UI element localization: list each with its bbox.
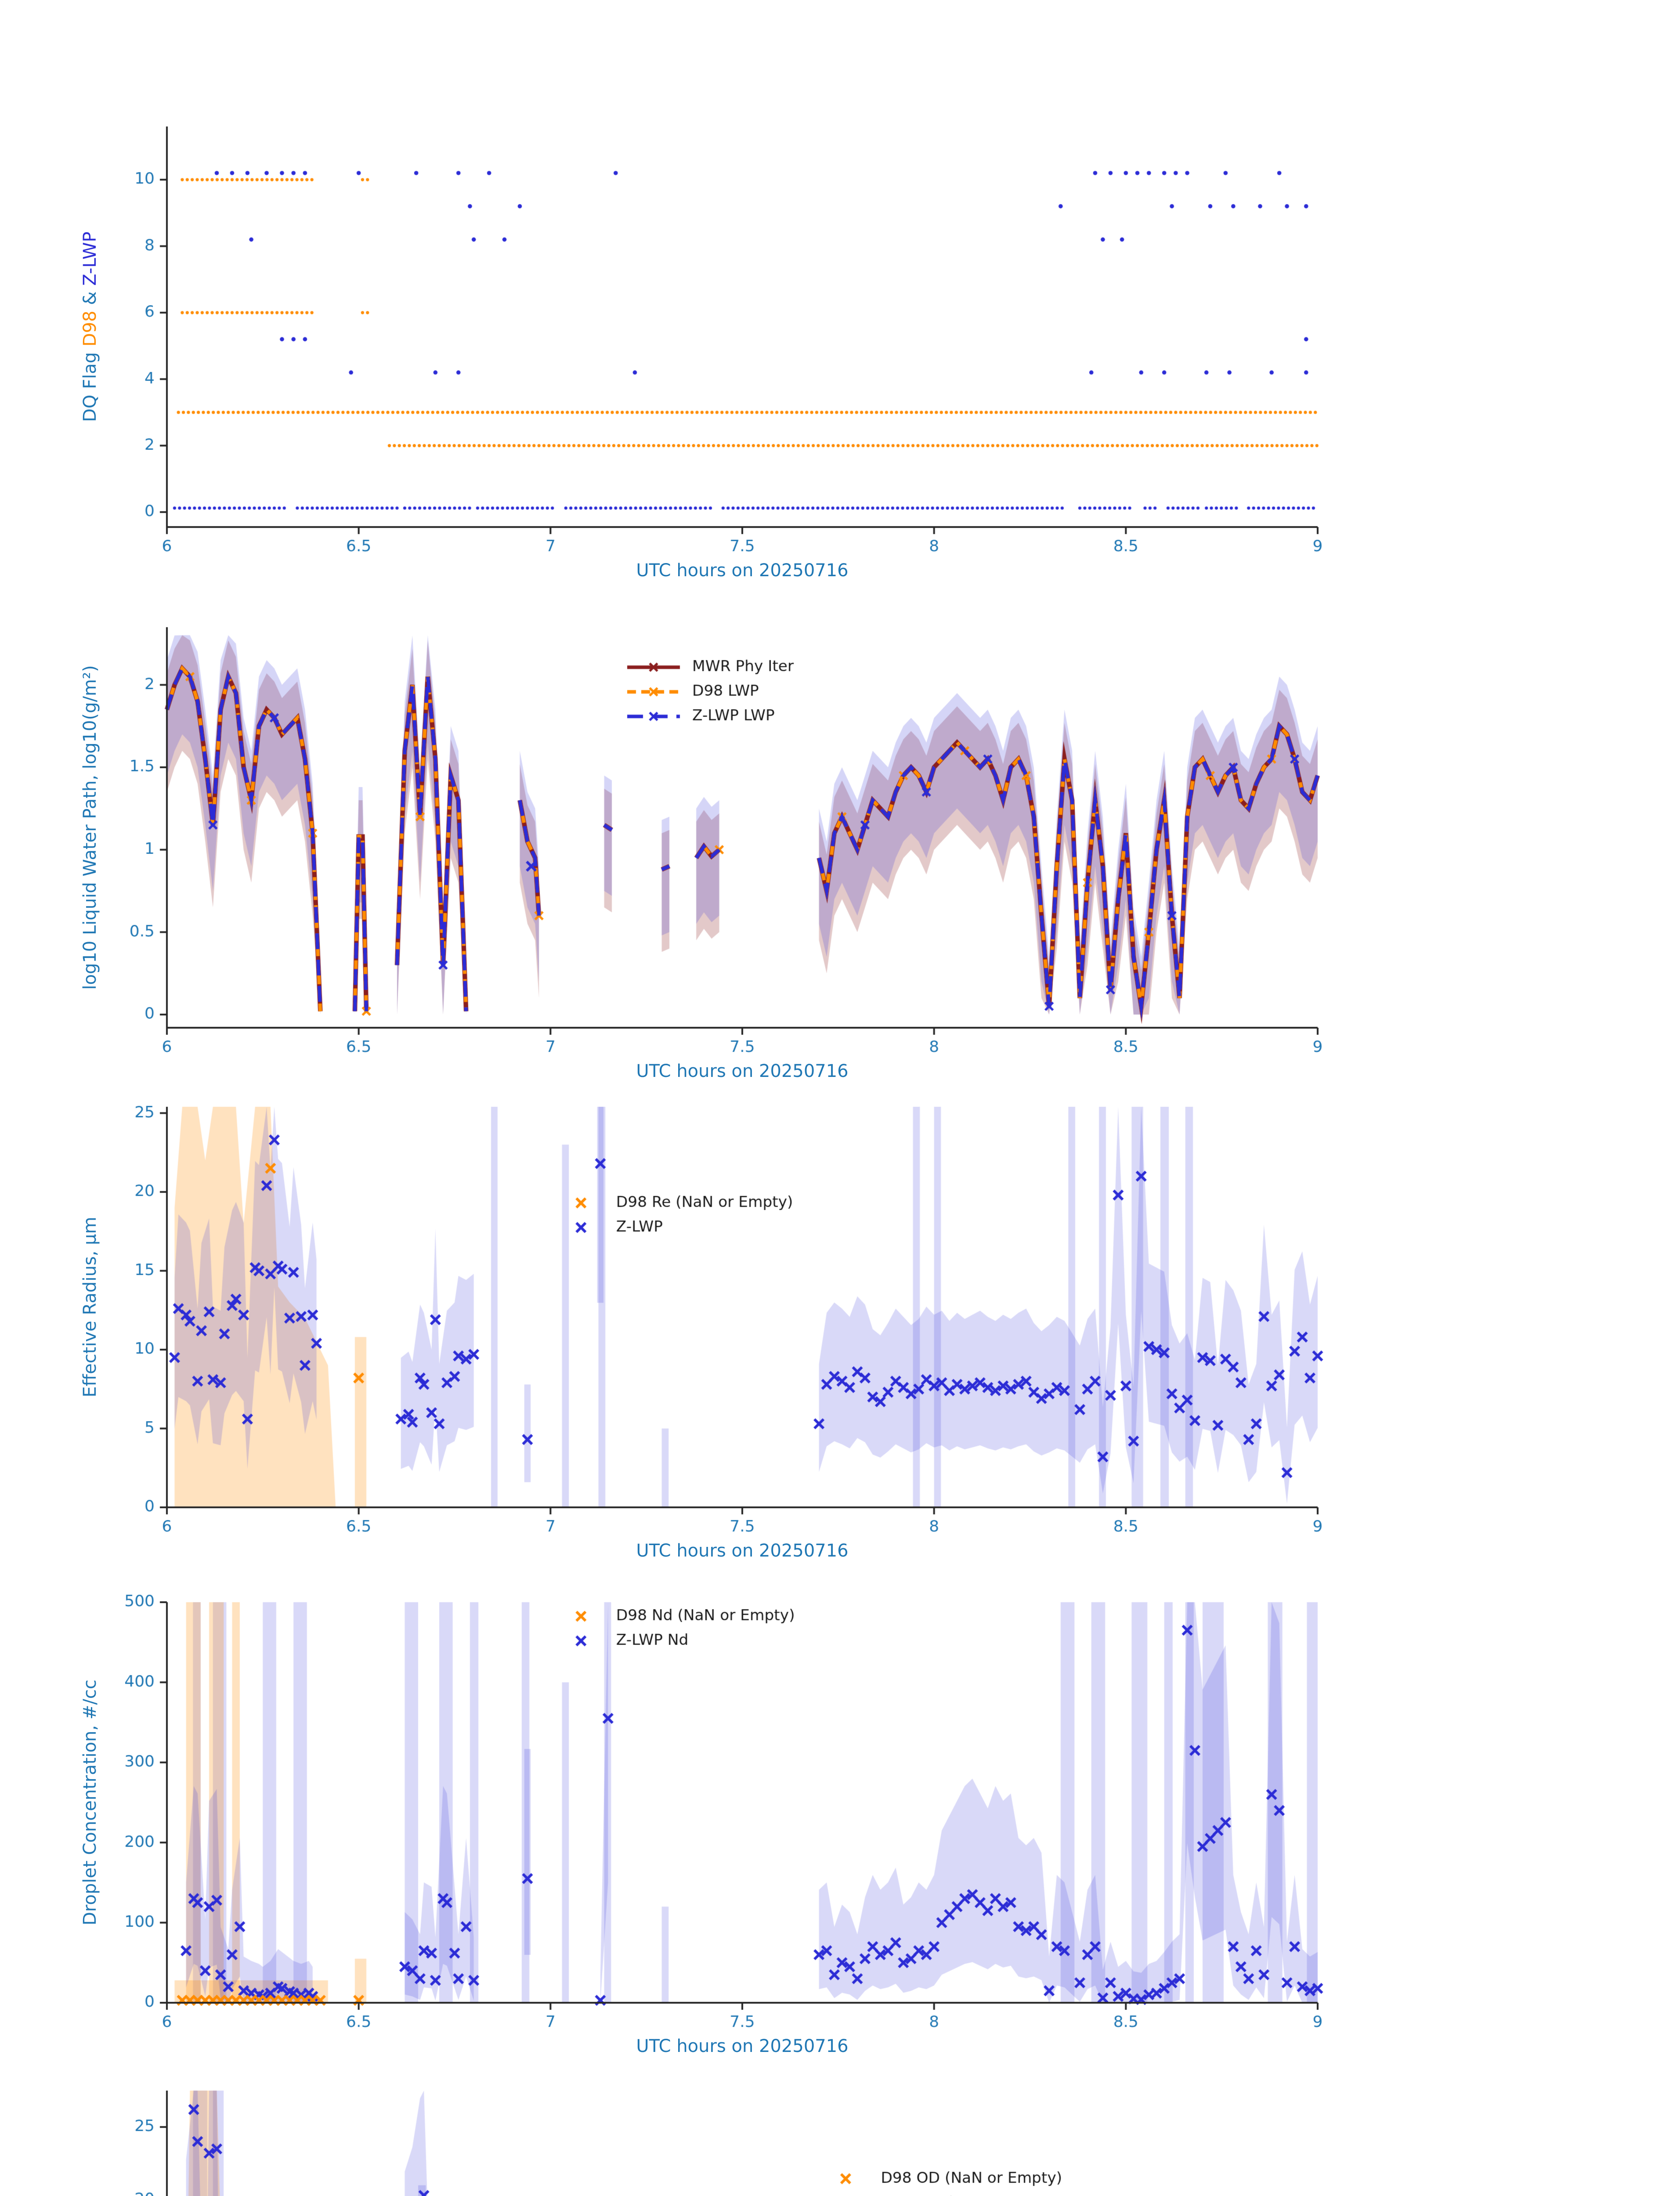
effective-radius-y-axis-label: Effective Radius, μm — [82, 1217, 101, 1398]
lwp-y-axis-label: log10 Liquid Water Path, log10(g/m²) — [82, 665, 101, 990]
ylabel-part: D98 — [82, 311, 101, 347]
lwp-x-axis-label: UTC hours on 20250716 — [636, 1063, 849, 1082]
dq-flag-y-axis-label: DQ Flag D98 & Z-LWP — [82, 231, 101, 422]
effective-radius-chart-canvas — [70, 1086, 1616, 1578]
ylabel-part: Z-LWP — [82, 231, 101, 286]
effective-radius-x-axis-label: UTC hours on 20250716 — [636, 1542, 849, 1562]
dq-flag-x-axis-label: UTC hours on 20250716 — [636, 562, 849, 582]
droplet-concentration-x-axis-label: UTC hours on 20250716 — [636, 2038, 849, 2057]
dq-flag-chart-canvas — [70, 105, 1616, 597]
optical-depth-chart-canvas — [70, 2070, 1616, 2196]
lwp-chart-canvas — [70, 606, 1616, 1098]
droplet-concentration-chart-canvas — [70, 1581, 1616, 2073]
ylabel-part: DQ Flag — [82, 347, 101, 422]
ylabel-part: & — [82, 285, 101, 311]
droplet-concentration-y-axis-label: Droplet Concentration, #/cc — [82, 1680, 101, 1925]
